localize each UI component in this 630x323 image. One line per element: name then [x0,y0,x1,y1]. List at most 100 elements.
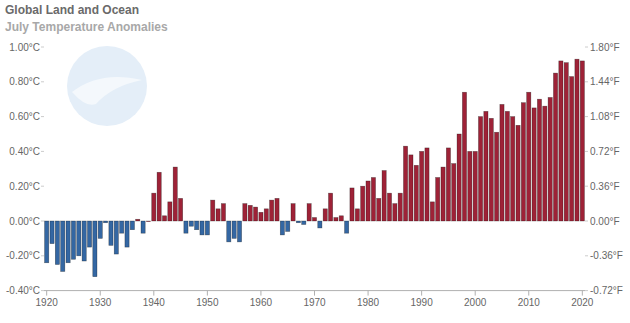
y-tick-label: -0.40°C [6,285,40,296]
bar [286,221,290,231]
bar [98,221,102,238]
bar [157,172,161,221]
bar [253,207,257,221]
bar [420,151,424,221]
bar [55,221,59,265]
bar [452,164,456,221]
bar [409,155,413,221]
bar [66,221,70,263]
bar [232,221,236,238]
y-tick [41,290,44,291]
bar [275,198,279,221]
y-tick-label: 0.80°C [9,76,40,87]
x-tick [153,291,154,296]
bar [227,221,231,242]
bar [553,73,557,221]
bar [221,204,225,221]
bar [478,117,482,221]
y2-tick [585,116,588,117]
y2-tick [585,47,588,48]
bar [393,204,397,221]
bar [120,221,124,233]
bar [141,221,145,233]
bar [216,209,220,221]
bar [146,221,150,223]
bar [162,216,166,221]
bar [50,221,54,244]
bar [318,221,322,228]
y-tick [41,116,44,117]
x-tick-label: 1970 [303,297,326,308]
bar [505,111,509,221]
bar [45,221,49,263]
y-tick [41,151,44,152]
bar [334,218,338,221]
bar [489,118,493,221]
bar [511,117,515,221]
bar [87,221,91,247]
x-tick-label: 1990 [411,297,434,308]
logo-shape [72,77,142,105]
x-tick [421,291,422,296]
bar [200,221,204,235]
y-tick-label: 0.20°C [9,181,40,192]
bar [136,219,140,221]
y2-tick [585,221,588,222]
y2-tick-label: 1.08°F [590,111,620,122]
bar [462,92,466,221]
x-tick-label: 1950 [196,297,219,308]
bar [114,221,118,254]
y2-tick-label: -0.72°F [590,285,623,296]
bar [195,221,199,230]
y2-tick [585,290,588,291]
bar [296,221,300,223]
y-tick-label: 0.40°C [9,146,40,157]
subtitle: July Temperature Anomalies [5,20,168,34]
bar [564,63,568,221]
logo [67,46,147,126]
x-tick [368,291,369,296]
y-tick [41,47,44,48]
x-tick-label: 2000 [464,297,487,308]
x-tick [260,291,261,296]
bar [345,221,349,233]
y2-tick-label: 1.44°F [590,76,620,87]
bar [280,221,284,235]
bar [264,209,268,221]
bar [559,61,563,221]
bar [205,221,209,235]
bar [398,193,402,221]
y2-tick [585,186,588,187]
bar [323,209,327,221]
bar [500,104,504,221]
y2-tick [585,151,588,152]
x-tick [100,291,101,296]
bar [371,178,375,222]
y-tick [41,186,44,187]
bar [516,125,520,221]
bar [291,204,295,221]
bars [45,59,585,277]
y-tick-label: 0.60°C [9,111,40,122]
bar [350,188,354,221]
bar [237,221,241,242]
x-tick-label: 1930 [89,297,112,308]
y-tick-label: -0.20°C [6,250,40,261]
bar [468,151,472,221]
x-tick [46,291,47,296]
y2-tick [585,81,588,82]
bar [414,165,418,221]
bar [77,221,81,256]
x-tick [475,291,476,296]
bar [302,221,306,224]
bar [248,205,252,221]
bar [484,111,488,221]
bar [430,202,434,221]
y-tick [41,81,44,82]
bar [457,134,461,221]
y-tick [41,221,44,222]
bar [243,204,247,221]
bar [366,181,370,221]
bar [82,221,86,261]
bar [521,103,525,221]
